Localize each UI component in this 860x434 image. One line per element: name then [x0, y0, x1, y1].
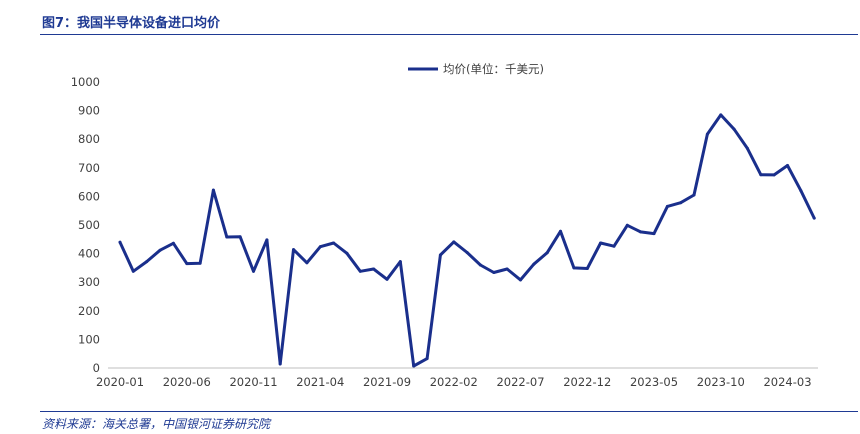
data-point — [692, 193, 696, 197]
data-point — [278, 362, 282, 366]
data-point — [639, 230, 643, 234]
data-point — [625, 223, 629, 227]
data-point — [425, 357, 429, 361]
data-point — [332, 241, 336, 245]
source-divider — [40, 411, 858, 412]
data-point — [478, 263, 482, 267]
y-tick-label: 900 — [78, 104, 100, 118]
data-point — [372, 267, 376, 271]
y-tick-label: 500 — [78, 218, 100, 232]
data-point — [585, 267, 589, 270]
data-point — [198, 261, 202, 265]
data-point — [532, 262, 536, 266]
data-point — [505, 267, 509, 271]
data-point — [772, 173, 776, 177]
data-point — [799, 189, 803, 193]
data-point — [745, 146, 749, 150]
y-tick-label: 100 — [78, 332, 100, 346]
data-point — [719, 113, 723, 117]
data-point — [732, 127, 736, 131]
series-line — [118, 113, 816, 368]
data-point — [265, 238, 269, 242]
tick-labels: 0 100 200 300 400 500 600 700 800 900 1000 2020-01 2… — [71, 75, 812, 389]
data-point — [572, 266, 576, 270]
data-point — [412, 364, 416, 368]
data-point — [145, 260, 149, 264]
x-tick-label: 2024-03 — [763, 375, 811, 389]
data-point — [492, 271, 496, 274]
data-point — [225, 235, 229, 239]
x-tick-label: 2023-05 — [630, 375, 678, 389]
data-point — [465, 251, 469, 254]
data-point — [612, 244, 616, 248]
data-point — [679, 201, 683, 205]
y-tick-label: 400 — [78, 247, 100, 261]
y-tick-label: 600 — [78, 189, 100, 203]
y-tick-label: 800 — [78, 132, 100, 146]
x-tick-label: 2020-06 — [163, 375, 211, 389]
data-point — [345, 251, 349, 255]
data-point — [118, 240, 122, 244]
x-tick-label: 2022-02 — [430, 375, 478, 389]
data-point — [358, 269, 362, 273]
data-point — [759, 173, 763, 177]
data-point — [171, 241, 175, 245]
data-point — [705, 132, 709, 136]
y-tick-label: 700 — [78, 161, 100, 175]
x-tick-label: 2021-09 — [363, 375, 411, 389]
figure-title: 图7：我国半导体设备进口均价 — [42, 16, 221, 31]
data-point — [519, 278, 522, 282]
x-tick-label: 2022-07 — [496, 375, 544, 389]
data-point — [305, 261, 309, 265]
data-point — [131, 269, 135, 273]
data-point — [652, 232, 656, 236]
x-tick-label: 2020-11 — [229, 375, 277, 389]
data-point — [238, 235, 242, 239]
data-point — [599, 241, 603, 245]
data-point — [318, 245, 322, 249]
legend-label: 均价(单位：千美元) — [443, 62, 544, 76]
data-point — [292, 248, 295, 252]
y-tick-label: 1000 — [71, 75, 100, 89]
data-point — [545, 251, 549, 255]
data-point — [786, 164, 789, 167]
data-point — [158, 248, 162, 252]
x-tick-label: 2022-12 — [563, 375, 611, 389]
data-point — [438, 253, 442, 257]
y-tick-label: 200 — [78, 304, 100, 318]
data-point — [452, 240, 456, 244]
data-point — [812, 216, 816, 220]
data-point — [559, 229, 562, 233]
data-point — [665, 204, 669, 208]
x-tick-label: 2023-10 — [697, 375, 745, 389]
x-tick-label: 2021-04 — [296, 375, 344, 389]
data-point — [385, 277, 389, 281]
data-point — [398, 260, 402, 264]
x-tick-label: 2020-01 — [96, 375, 144, 389]
series-layer — [118, 113, 816, 368]
y-tick-label: 0 — [93, 361, 100, 375]
data-point — [252, 269, 255, 273]
data-point — [211, 188, 215, 192]
source-note: 资料来源：海关总署，中国银河证券研究院 — [42, 417, 271, 431]
chart-legend: 均价(单位：千美元) — [408, 62, 544, 76]
y-tick-label: 300 — [78, 275, 100, 289]
data-point — [185, 262, 189, 266]
title-divider — [40, 34, 858, 35]
